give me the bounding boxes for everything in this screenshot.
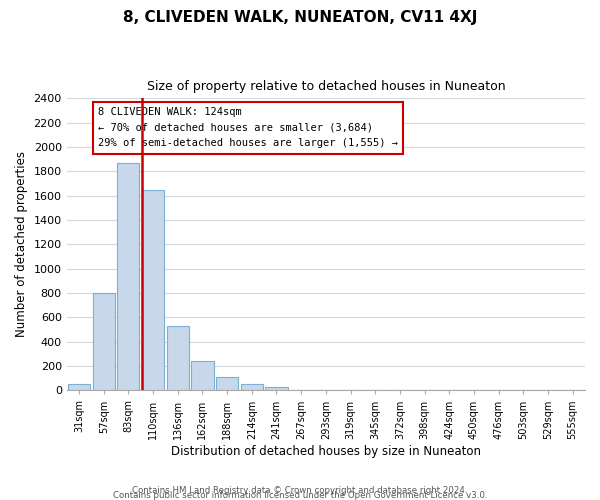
Text: Contains HM Land Registry data © Crown copyright and database right 2024.: Contains HM Land Registry data © Crown c… — [132, 486, 468, 495]
X-axis label: Distribution of detached houses by size in Nuneaton: Distribution of detached houses by size … — [171, 444, 481, 458]
Y-axis label: Number of detached properties: Number of detached properties — [15, 152, 28, 338]
Bar — [68, 384, 90, 390]
Bar — [142, 190, 164, 390]
Text: Contains public sector information licensed under the Open Government Licence v3: Contains public sector information licen… — [113, 491, 487, 500]
Title: Size of property relative to detached houses in Nuneaton: Size of property relative to detached ho… — [146, 80, 505, 93]
Bar — [191, 361, 214, 390]
Bar — [117, 163, 139, 390]
Bar — [265, 387, 287, 390]
Text: 8, CLIVEDEN WALK, NUNEATON, CV11 4XJ: 8, CLIVEDEN WALK, NUNEATON, CV11 4XJ — [123, 10, 477, 25]
Bar — [167, 326, 189, 390]
Text: 8 CLIVEDEN WALK: 124sqm
← 70% of detached houses are smaller (3,684)
29% of semi: 8 CLIVEDEN WALK: 124sqm ← 70% of detache… — [98, 107, 398, 148]
Bar — [241, 384, 263, 390]
Bar — [216, 377, 238, 390]
Bar — [92, 293, 115, 390]
